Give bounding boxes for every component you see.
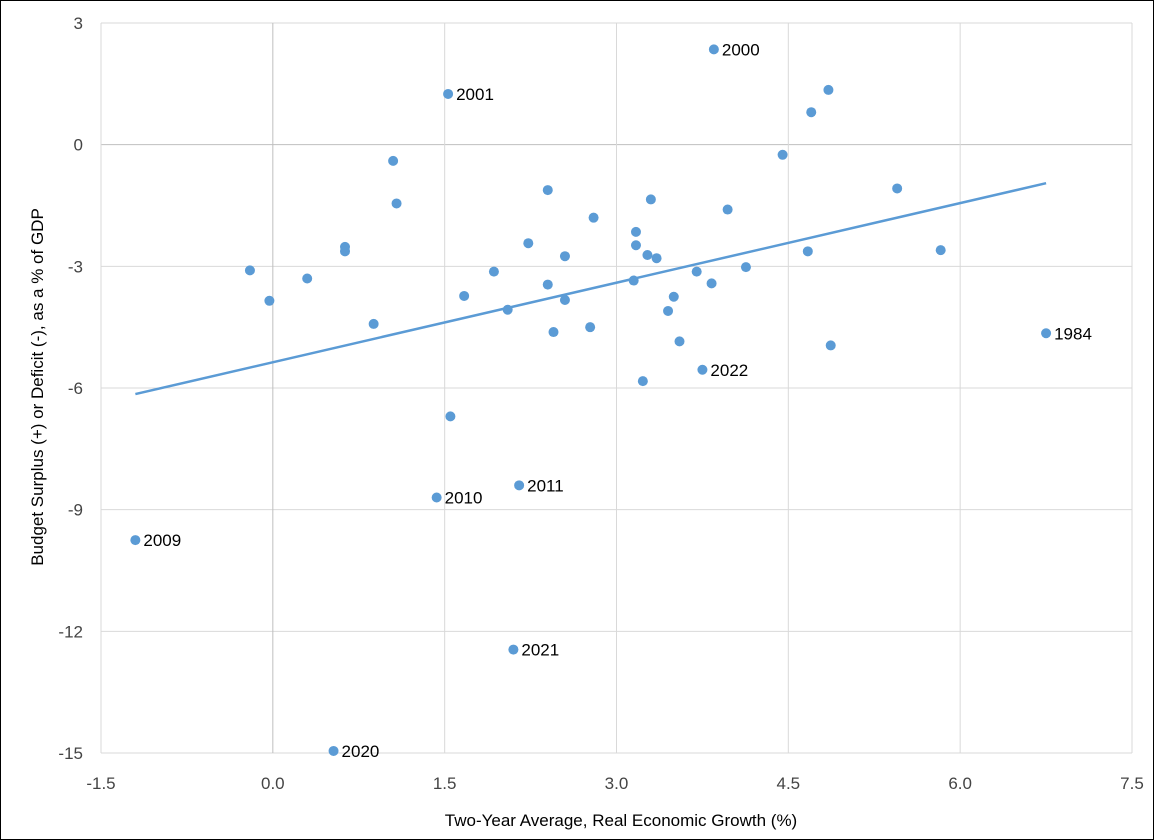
data-point [935, 245, 946, 256]
data-point [548, 327, 559, 338]
x-tick-label: -1.5 [86, 774, 115, 793]
data-point [637, 376, 648, 387]
x-axis-title: Two-Year Average, Real Economic Growth (… [445, 811, 797, 830]
data-point [368, 318, 379, 329]
y-tick-label: 0 [74, 136, 83, 155]
data-point [459, 290, 470, 301]
data-point [514, 480, 525, 491]
x-tick-label: 3.0 [605, 774, 629, 793]
data-point [642, 249, 653, 260]
data-point [302, 273, 313, 284]
data-point [328, 745, 339, 756]
data-point [706, 278, 717, 289]
data-point [708, 44, 719, 55]
data-point [630, 226, 641, 237]
point-label: 2021 [521, 641, 559, 660]
data-point [740, 262, 751, 273]
x-tick-label: 6.0 [948, 774, 972, 793]
data-point [523, 238, 534, 249]
data-point [585, 322, 596, 333]
y-tick-label: -3 [68, 257, 83, 276]
x-tick-label: 4.5 [777, 774, 801, 793]
data-point [722, 204, 733, 215]
data-point [663, 305, 674, 316]
data-point [645, 194, 656, 205]
point-label: 2022 [710, 361, 748, 380]
data-point [488, 266, 499, 277]
y-tick-label: 3 [74, 14, 83, 33]
x-tick-label: 1.5 [433, 774, 457, 793]
point-label: 2001 [456, 85, 494, 104]
data-point [502, 304, 513, 315]
data-point [559, 251, 570, 262]
data-point [823, 84, 834, 95]
data-point [806, 107, 817, 118]
data-point [542, 279, 553, 290]
data-point [651, 253, 662, 264]
point-label: 2010 [445, 489, 483, 508]
data-point [508, 644, 519, 655]
trendline [135, 181, 1047, 396]
data-point [130, 535, 141, 546]
data-point [825, 340, 836, 351]
y-tick-label: -12 [58, 622, 83, 641]
y-axis-title: Budget Surplus (+) or Deficit (-), as a … [28, 208, 47, 566]
point-label: 2000 [722, 40, 760, 59]
x-tick-label: 0.0 [261, 774, 285, 793]
data-point [691, 266, 702, 277]
data-point [559, 294, 570, 305]
point-labels: 2000 2001 1984 2022 2011 2010 2009 2021 2020 [143, 40, 1092, 761]
data-point [802, 246, 813, 257]
data-point [244, 265, 255, 276]
data-point [443, 88, 454, 99]
gridlines [100, 22, 1133, 754]
data-point [628, 275, 639, 286]
data-point [892, 183, 903, 194]
data-point [391, 198, 402, 209]
data-point [264, 295, 275, 306]
data-point [630, 240, 641, 251]
point-label: 2009 [143, 531, 181, 550]
data-point [697, 364, 708, 375]
point-label: 2020 [342, 742, 380, 761]
x-tick-label: 7.5 [1120, 774, 1144, 793]
tick-labels: 3 0 -3 -6 -9 -12 -15-1.5 0.0 1.5 3.0 4.5 6.0 7.5 [58, 14, 1143, 793]
data-point [588, 212, 599, 223]
data-point [674, 336, 685, 347]
data-point [340, 246, 351, 257]
data-point [777, 149, 788, 160]
data-point [668, 291, 679, 302]
trendline-group [135, 181, 1047, 396]
point-label: 2011 [527, 476, 564, 495]
point-label: 1984 [1054, 324, 1092, 343]
data-point [431, 492, 442, 503]
y-tick-label: -9 [68, 501, 83, 520]
data-point [542, 185, 553, 196]
data-point [445, 411, 456, 422]
y-tick-label: -15 [58, 744, 83, 763]
data-points [130, 44, 1052, 756]
y-tick-label: -6 [68, 379, 83, 398]
data-point [388, 155, 399, 166]
data-point [1041, 328, 1052, 339]
